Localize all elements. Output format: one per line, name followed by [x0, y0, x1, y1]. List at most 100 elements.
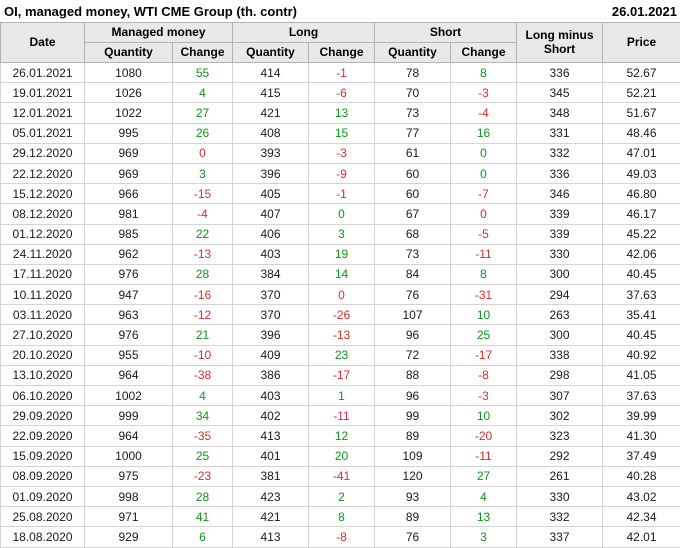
cell-short-quantity: 61 [374, 142, 452, 164]
cell-long-change: -9 [307, 162, 376, 185]
cell-managed-quantity: 975 [84, 465, 173, 487]
cell-long-quantity: 421 [232, 102, 309, 124]
cell-short-change: 27 [450, 465, 518, 487]
table-row: 22.09.2020 964 -35 413 12 89 -20 323 41.30 [0, 425, 680, 447]
cell-long-quantity: 407 [232, 203, 309, 225]
col-header-managed-change: Change [172, 42, 233, 63]
cell-date: 22.09.2020 [0, 425, 85, 447]
cell-short-quantity: 68 [374, 223, 452, 245]
cell-date: 15.09.2020 [0, 445, 85, 467]
table-row: 01.12.2020 985 22 406 3 68 -5 339 45.22 [0, 223, 680, 245]
cell-date: 10.11.2020 [0, 284, 85, 306]
cell-long-change: -3 [307, 142, 376, 164]
cell-short-change: 0 [450, 142, 518, 164]
cell-short-quantity: 89 [374, 506, 452, 528]
cell-long-minus-short: 332 [516, 506, 604, 528]
cell-long-minus-short: 346 [516, 183, 604, 205]
cell-short-quantity: 84 [374, 263, 452, 286]
table-header: Date Managed money Long Short Long minus… [0, 22, 680, 63]
cell-managed-quantity: 998 [84, 485, 173, 508]
cell-long-change: 15 [307, 122, 376, 144]
cell-long-minus-short: 300 [516, 324, 604, 346]
col-header-long-minus-short: Long minus Short [516, 22, 604, 63]
cell-managed-quantity: 1080 [84, 61, 173, 84]
cell-long-minus-short: 345 [516, 82, 604, 104]
cell-long-change: -26 [307, 304, 376, 326]
cell-price: 37.63 [602, 384, 680, 407]
cell-long-quantity: 402 [232, 405, 309, 427]
cell-short-quantity: 77 [374, 122, 452, 144]
table-row: 29.09.2020 999 34 402 -11 99 10 302 39.99 [0, 405, 680, 427]
cell-short-quantity: 93 [374, 485, 452, 508]
cell-short-change: 25 [450, 324, 518, 346]
cell-long-minus-short: 339 [516, 223, 604, 245]
cell-long-minus-short: 294 [516, 284, 604, 306]
cell-short-quantity: 76 [374, 526, 452, 548]
cell-managed-quantity: 1002 [84, 384, 173, 407]
cell-long-change: 14 [307, 263, 376, 286]
cell-managed-quantity: 1026 [84, 82, 173, 104]
table-body: 26.01.2021 1080 55 414 -1 78 8 336 52.67 19.01.20… [0, 61, 680, 548]
cell-managed-change: -23 [172, 465, 233, 487]
cell-short-change: -5 [450, 223, 518, 245]
header-sub-row: Quantity Change Quantity Change Quantity… [1, 42, 680, 63]
cell-price: 49.03 [602, 162, 680, 185]
table-row: 06.10.2020 1002 4 403 1 96 -3 307 37.63 [0, 384, 680, 407]
cell-managed-change: 41 [172, 506, 233, 528]
cell-price: 39.99 [602, 405, 680, 427]
cell-date: 29.09.2020 [0, 405, 85, 427]
cell-short-quantity: 73 [374, 102, 452, 124]
cell-long-minus-short: 348 [516, 102, 604, 124]
cell-managed-change: -16 [172, 284, 233, 306]
cell-price: 41.05 [602, 364, 680, 387]
table-row: 01.09.2020 998 28 423 2 93 4 330 43.02 [0, 485, 680, 508]
cell-long-quantity: 401 [232, 445, 309, 467]
col-header-short-change: Change [450, 42, 518, 63]
cell-price: 52.21 [602, 82, 680, 104]
cell-long-minus-short: 300 [516, 263, 604, 286]
page-title: OI, managed money, WTI CME Group (th. co… [4, 3, 297, 19]
cell-managed-change: 6 [172, 526, 233, 548]
cell-short-change: -4 [450, 102, 518, 124]
cell-managed-change: -4 [172, 203, 233, 225]
cell-short-quantity: 72 [374, 344, 452, 366]
cell-managed-quantity: 947 [84, 284, 173, 306]
cell-long-change: 13 [307, 102, 376, 124]
cell-date: 22.12.2020 [0, 162, 85, 185]
cell-managed-change: -35 [172, 425, 233, 447]
cell-short-quantity: 99 [374, 405, 452, 427]
cell-managed-quantity: 962 [84, 243, 173, 265]
cell-price: 52.67 [602, 61, 680, 84]
cell-long-minus-short: 298 [516, 364, 604, 387]
cell-short-quantity: 120 [374, 465, 452, 487]
cell-long-change: 12 [307, 425, 376, 447]
cell-managed-quantity: 999 [84, 405, 173, 427]
table-row: 17.11.2020 976 28 384 14 84 8 300 40.45 [0, 263, 680, 286]
cell-date: 20.10.2020 [0, 344, 85, 366]
cell-short-change: 13 [450, 506, 518, 528]
cell-managed-change: 25 [172, 445, 233, 467]
cell-date: 05.01.2021 [0, 122, 85, 144]
cell-long-change: 3 [307, 223, 376, 245]
cell-managed-change: 4 [172, 82, 233, 104]
cell-managed-change: 28 [172, 485, 233, 508]
cell-long-minus-short: 307 [516, 384, 604, 407]
cell-date: 19.01.2021 [0, 82, 85, 104]
cell-long-quantity: 384 [232, 263, 309, 286]
cell-long-quantity: 414 [232, 61, 309, 84]
cell-date: 24.11.2020 [0, 243, 85, 265]
table-row: 26.01.2021 1080 55 414 -1 78 8 336 52.67 [0, 61, 680, 84]
cell-long-quantity: 393 [232, 142, 309, 164]
cell-managed-change: -13 [172, 243, 233, 265]
cell-long-change: -8 [307, 526, 376, 548]
cell-long-change: -1 [307, 183, 376, 205]
table-row: 10.11.2020 947 -16 370 0 76 -31 294 37.63 [0, 284, 680, 306]
cell-date: 29.12.2020 [0, 142, 85, 164]
cell-date: 08.09.2020 [0, 465, 85, 487]
cell-managed-quantity: 976 [84, 324, 173, 346]
cell-long-quantity: 415 [232, 82, 309, 104]
cell-managed-quantity: 966 [84, 183, 173, 205]
cell-short-quantity: 96 [374, 384, 452, 407]
cell-long-minus-short: 302 [516, 405, 604, 427]
cell-long-quantity: 413 [232, 526, 309, 548]
